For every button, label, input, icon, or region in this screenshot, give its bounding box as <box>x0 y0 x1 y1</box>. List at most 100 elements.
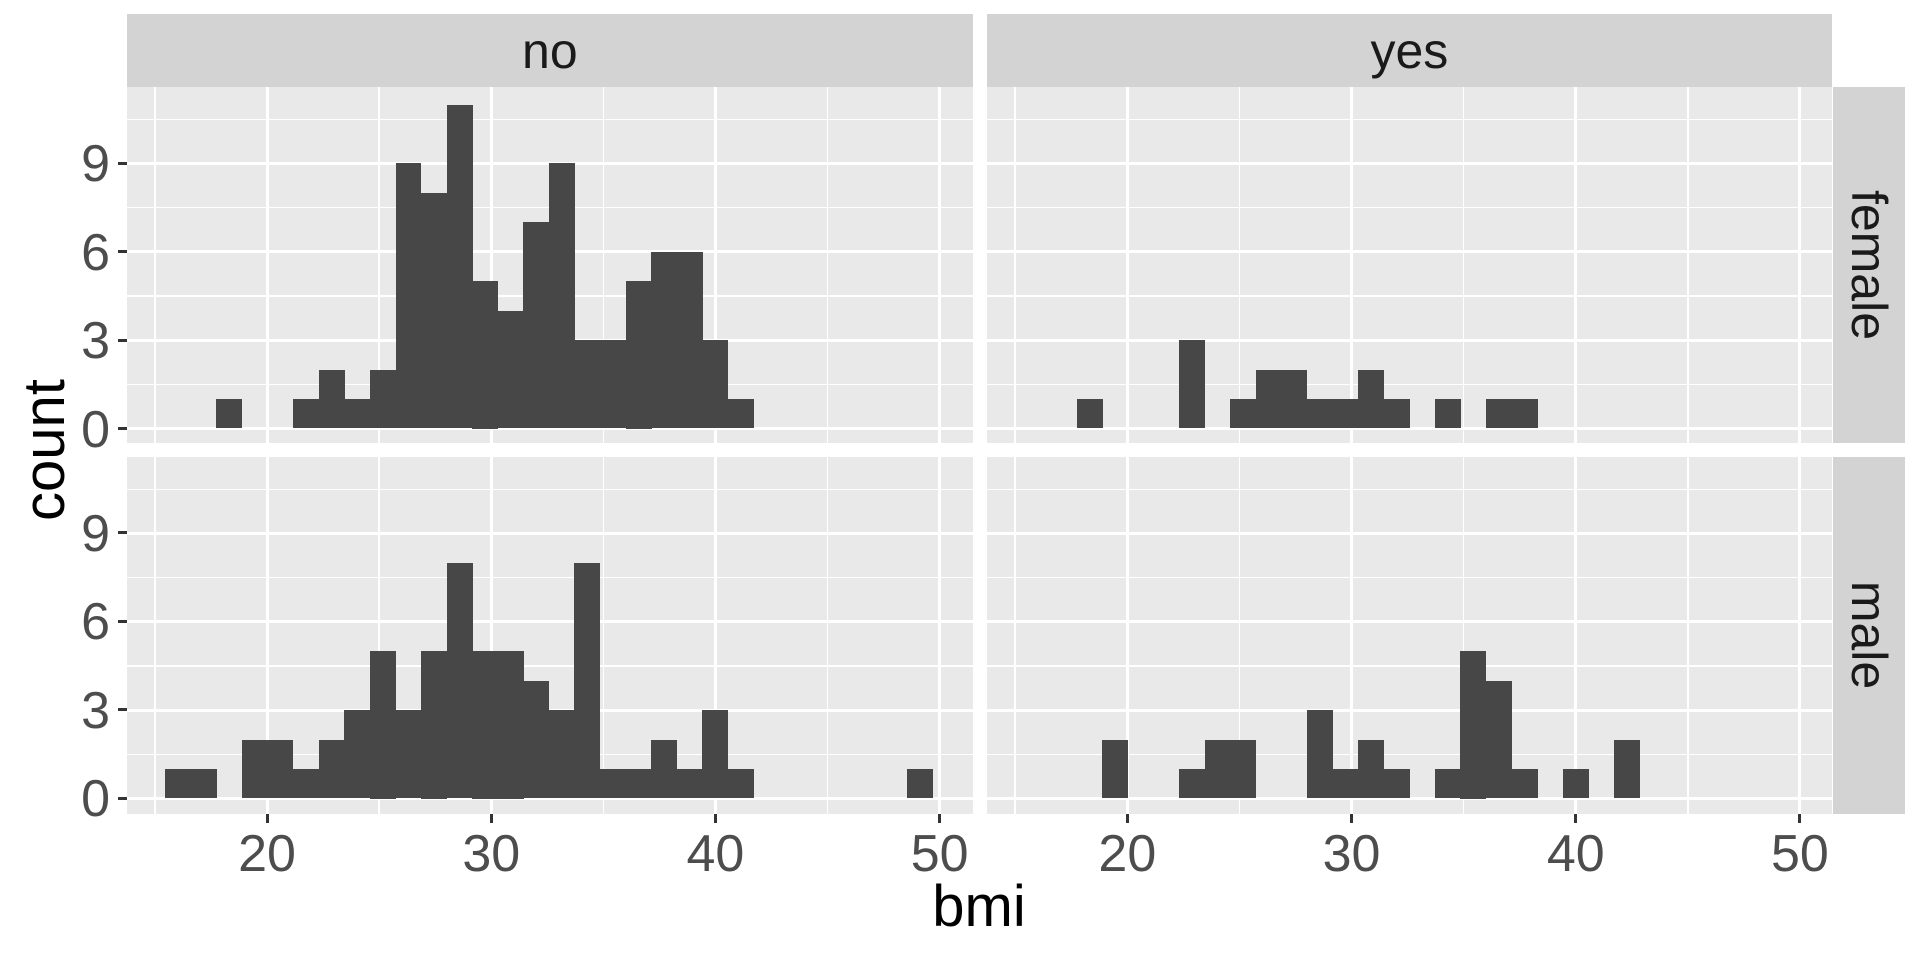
histogram-bar <box>472 281 499 429</box>
histogram-bar <box>1383 399 1410 429</box>
x-tick-mark <box>1125 813 1129 823</box>
histogram-bar <box>1204 739 1231 799</box>
histogram-bar <box>574 562 601 799</box>
histogram-bar <box>1383 769 1410 799</box>
gridline-major-h <box>987 427 1832 430</box>
x-tick-mark <box>1798 813 1802 823</box>
histogram-bar <box>1486 399 1513 429</box>
histogram-bar <box>1255 369 1282 429</box>
gridline-major-h <box>987 338 1832 342</box>
histogram-bar <box>1102 739 1129 799</box>
histogram-bar <box>625 769 652 799</box>
histogram-bar <box>1281 369 1308 429</box>
x-tick-label: 20 <box>238 825 296 883</box>
y-tick-mark <box>117 619 127 623</box>
gridline-minor-v <box>826 457 829 814</box>
gridline-minor-v <box>1014 457 1016 814</box>
gridline-minor-v <box>378 457 380 814</box>
histogram-bar <box>702 340 729 429</box>
gridline-major-v <box>1350 87 1354 443</box>
facet-strip-female-label: female <box>1841 189 1898 341</box>
histogram-bar <box>293 399 319 429</box>
gridline-major-v <box>1574 87 1578 443</box>
y-tick-label: 9 <box>81 504 110 563</box>
x-tick-label: 40 <box>1546 825 1605 883</box>
x-tick-mark <box>265 813 269 823</box>
y-tick-mark <box>117 250 127 254</box>
histogram-bar <box>1460 651 1487 799</box>
gridline-minor-h <box>987 383 1832 386</box>
histogram-bar <box>1332 399 1359 429</box>
histogram-bar <box>906 769 933 799</box>
y-tick-mark <box>117 338 127 342</box>
histogram-bar <box>727 769 754 799</box>
gridline-major-v <box>1350 457 1354 814</box>
y-tick-mark <box>117 708 127 712</box>
y-tick-mark <box>117 161 127 165</box>
histogram-bar <box>421 192 447 429</box>
gridline-minor-h <box>126 576 973 579</box>
x-tick-mark <box>1574 813 1578 823</box>
histogram-bar <box>1562 769 1589 799</box>
gridline-minor-h <box>987 206 1832 209</box>
histogram-bar <box>1358 739 1384 799</box>
gridline-major-h <box>126 797 973 800</box>
gridline-minor-v <box>1238 87 1241 443</box>
histogram-bar <box>523 680 550 799</box>
histogram-bar <box>548 710 575 799</box>
histogram-bar <box>1358 369 1384 429</box>
gridline-minor-v <box>602 87 605 443</box>
gridline-major-v <box>1125 457 1129 814</box>
gridline-major-h <box>126 620 973 624</box>
histogram-bar <box>241 739 268 799</box>
histogram-bar <box>1230 399 1257 429</box>
histogram-bar <box>1306 399 1333 429</box>
histogram-bar <box>446 104 473 429</box>
y-tick-label: 6 <box>81 223 110 282</box>
gridline-major-v <box>265 87 269 443</box>
gridline-minor-h <box>987 488 1832 491</box>
histogram-bar <box>1434 769 1461 799</box>
histogram-bar <box>293 769 319 799</box>
histogram-bar <box>676 769 703 799</box>
gridline-minor-v <box>1687 87 1689 443</box>
facet-strip-male-label: male <box>1841 581 1898 690</box>
histogram-bar <box>395 163 422 429</box>
gridline-minor-v <box>154 87 156 443</box>
histogram-bar <box>1511 769 1538 799</box>
histogram-bar <box>216 399 243 429</box>
x-tick-label: 20 <box>1098 825 1157 883</box>
gridline-minor-v <box>154 457 156 814</box>
facet-strip-yes: yes <box>987 14 1832 87</box>
histogram-bar <box>344 710 371 799</box>
histogram-bar <box>344 399 371 429</box>
histogram-bar <box>1332 769 1359 799</box>
histogram-bar <box>651 739 678 799</box>
histogram-bar <box>574 340 601 429</box>
gridline-minor-v <box>1462 457 1465 814</box>
gridline-major-h <box>987 161 1832 165</box>
gridline-major-h <box>987 708 1832 712</box>
histogram-bar <box>472 651 499 799</box>
gridline-minor-h <box>987 665 1832 667</box>
y-tick-mark <box>117 531 127 535</box>
gridline-minor-h <box>126 118 973 121</box>
histogram-bar <box>497 651 524 799</box>
histogram-bar <box>165 769 192 799</box>
gridline-major-h <box>126 427 973 430</box>
histogram-bar <box>1486 680 1513 799</box>
gridline-major-v <box>713 457 717 814</box>
facet-strip-no-label: no <box>522 22 578 79</box>
y-tick-label: 6 <box>81 593 110 652</box>
x-axis-title: bmi <box>932 874 1026 939</box>
histogram-bar <box>1178 769 1205 799</box>
histogram-bar <box>190 769 217 799</box>
histogram-bar <box>369 369 396 429</box>
histogram-bar <box>267 739 294 799</box>
gridline-minor-v <box>378 87 380 443</box>
histogram-bar <box>446 562 473 799</box>
panel-no-female <box>126 87 973 443</box>
gridline-minor-v <box>1462 87 1465 443</box>
gridline-major-v <box>1798 87 1802 443</box>
